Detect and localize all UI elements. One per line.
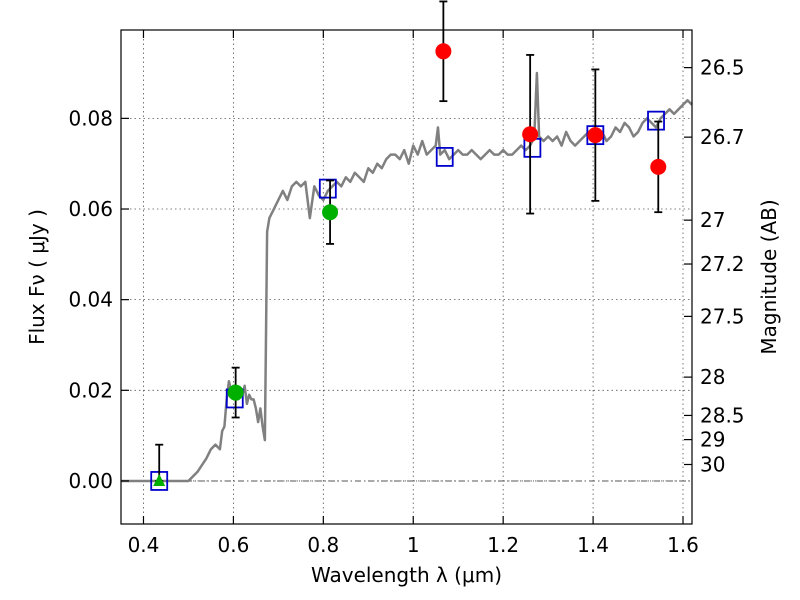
x-tick-label: 0.4 bbox=[128, 533, 160, 557]
y-axis-ticks: 0.00 0.02 0.04 0.06 0.08 bbox=[68, 106, 129, 493]
x-axis-label: Wavelength λ (μm) bbox=[311, 563, 502, 587]
y-axis-label: Flux Fν ( μJy ) bbox=[25, 209, 49, 345]
y-tick-label: 0.08 bbox=[68, 106, 113, 130]
y-tick-label: 0.00 bbox=[68, 469, 113, 493]
observed-point bbox=[522, 126, 539, 143]
x-tick-label: 1.4 bbox=[577, 533, 609, 557]
plot-frame bbox=[120, 29, 693, 525]
model-points bbox=[150, 110, 665, 491]
x-tick-label: 1 bbox=[407, 533, 420, 557]
observed-points bbox=[153, 0, 667, 486]
observed-point bbox=[650, 158, 667, 175]
magnitude-tick-label: 28 bbox=[700, 365, 725, 389]
observed-point-triangle bbox=[153, 473, 166, 486]
y-tick-label: 0.04 bbox=[68, 288, 113, 312]
observed-point bbox=[322, 204, 339, 221]
magnitude-tick-label: 30 bbox=[700, 452, 725, 476]
model-point-square bbox=[435, 146, 454, 167]
y-tick-label: 0.06 bbox=[68, 197, 113, 221]
magnitude-axis-label: Magnitude (AB) bbox=[757, 199, 781, 354]
observed-point bbox=[227, 384, 244, 401]
magnitude-tick-label: 27.2 bbox=[700, 252, 745, 276]
y-tick-label: 0.02 bbox=[68, 378, 113, 402]
x-tick-label: 0.8 bbox=[307, 533, 339, 557]
magnitude-tick-label: 28.5 bbox=[700, 403, 745, 427]
magnitude-tick-label: 27 bbox=[700, 208, 725, 232]
x-axis-ticks: 0.4 0.6 0.8 1 1.2 1.4 1.6 bbox=[128, 30, 699, 557]
x-tick-label: 1.6 bbox=[667, 533, 699, 557]
x-tick-label: 0.6 bbox=[217, 533, 249, 557]
observed-point bbox=[435, 43, 452, 60]
magnitude-tick-label: 26.5 bbox=[700, 56, 745, 80]
magnitude-tick-label: 26.7 bbox=[700, 125, 745, 149]
magnitude-tick-label: 27.5 bbox=[700, 304, 745, 328]
magnitude-tick-label: 29 bbox=[700, 428, 725, 452]
observed-point bbox=[587, 127, 604, 144]
x-tick-label: 1.2 bbox=[487, 533, 519, 557]
model-point-square bbox=[647, 110, 665, 131]
